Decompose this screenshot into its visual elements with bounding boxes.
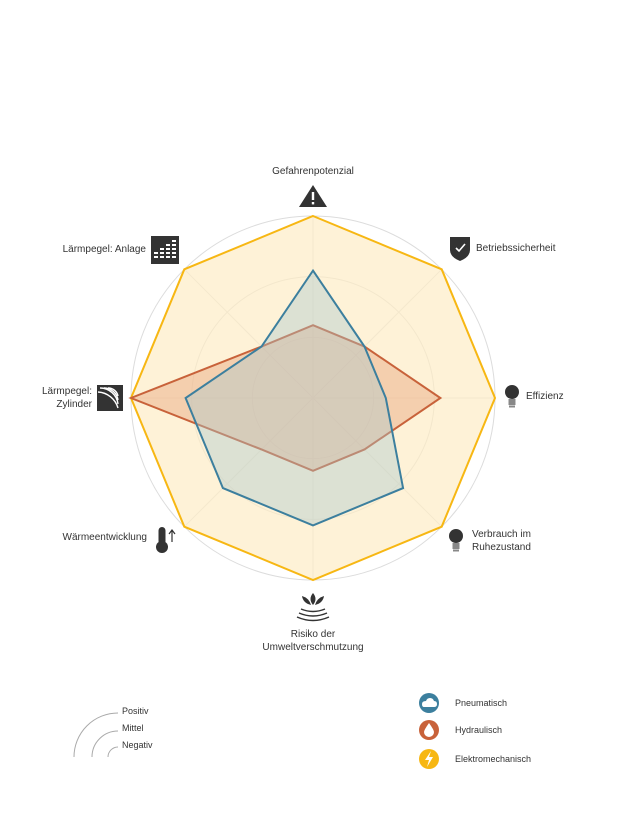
axis-icons bbox=[97, 185, 519, 622]
equalizer-icon bbox=[151, 236, 179, 264]
warning-triangle-icon bbox=[299, 185, 327, 207]
legend-label-hydraulisch: Hydraulisch bbox=[455, 725, 502, 735]
lightning-icon bbox=[425, 751, 433, 767]
scale-arc-positiv bbox=[73, 712, 119, 758]
legend-item-pneumatisch: Pneumatisch bbox=[419, 693, 507, 713]
lotus-waves-icon bbox=[296, 593, 330, 622]
axis-label-verbrauch: Verbrauch im Ruhezustand bbox=[472, 529, 531, 553]
cloud-icon bbox=[422, 698, 437, 707]
drop-icon bbox=[424, 723, 434, 737]
legend-item-elektromechanisch: Elektromechanisch bbox=[419, 749, 531, 769]
axis-label-waerme: Wärmeentwicklung bbox=[63, 532, 147, 543]
radar-series bbox=[128, 214, 497, 582]
thermometer-up-icon bbox=[156, 527, 176, 553]
axis-label-anlage: Lärmpegel: Anlage bbox=[63, 244, 147, 255]
legend-label-elektromechanisch: Elektromechanisch bbox=[455, 754, 531, 764]
scale-arc-mittel bbox=[91, 730, 119, 758]
scale-arc-negativ bbox=[107, 746, 119, 758]
scale-label-positiv: Positiv bbox=[122, 706, 149, 716]
scale-legend: Positiv Mittel Negativ bbox=[73, 706, 153, 758]
axis-labels: Gefahrenpotenzial Betriebssicherheit Effiz… bbox=[42, 166, 564, 653]
axis-label-betriebssicherheit: Betriebssicherheit bbox=[476, 243, 556, 254]
lightbulb-off-icon bbox=[449, 529, 463, 552]
series-legend: Pneumatisch Hydraulisch Elektromechanisc… bbox=[419, 693, 531, 769]
axis-label-effizienz: Effizienz bbox=[526, 391, 564, 402]
axis-label-gefahrenpotenzial: Gefahrenpotenzial bbox=[272, 166, 354, 177]
axis-label-umwelt: Risiko der Umweltverschmutzung bbox=[262, 629, 363, 653]
series-polygon-pneumatisch bbox=[184, 268, 405, 527]
shield-check-icon bbox=[450, 237, 470, 261]
scale-label-mittel: Mittel bbox=[122, 723, 144, 733]
series-polygon-hydraulisch bbox=[128, 324, 443, 472]
lightbulb-icon bbox=[505, 385, 519, 408]
legend-item-hydraulisch: Hydraulisch bbox=[419, 720, 502, 740]
axis-label-zylinder: Lärmpegel: Zylinder bbox=[42, 386, 93, 410]
scale-label-negativ: Negativ bbox=[122, 740, 153, 750]
sound-waves-icon bbox=[97, 385, 123, 411]
series-polygon-elektromechanisch bbox=[129, 214, 497, 582]
legend-label-pneumatisch: Pneumatisch bbox=[455, 698, 507, 708]
